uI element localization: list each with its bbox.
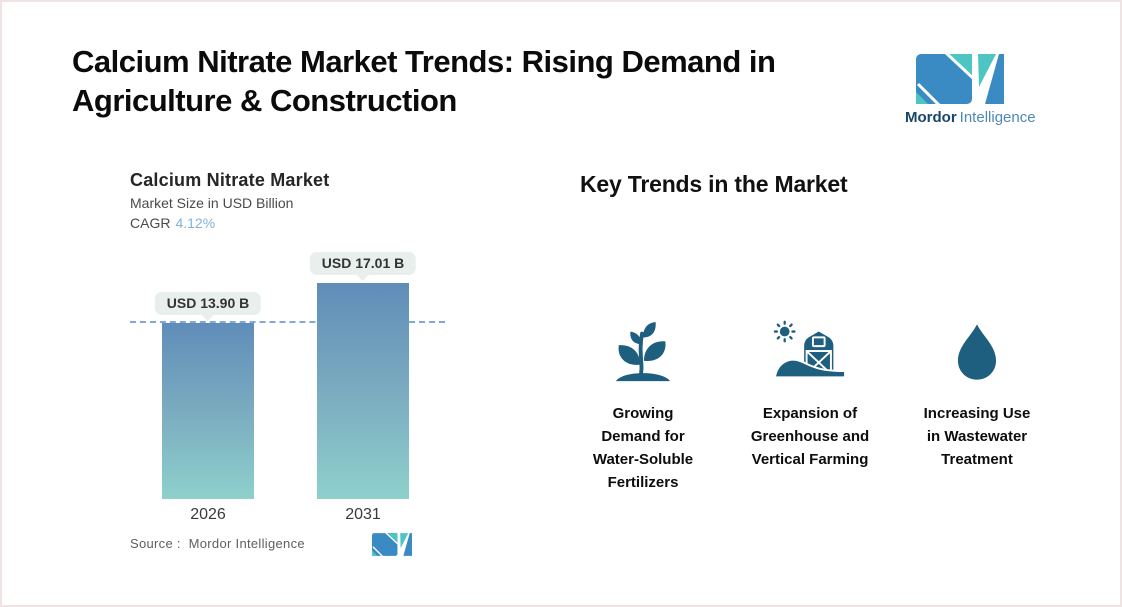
chart-title: Calcium Nitrate Market [130, 170, 330, 190]
chart-subtitle: Market Size in USD Billion [130, 195, 294, 211]
trend-icon-box [891, 314, 1063, 390]
barn-sun-icon [773, 320, 847, 379]
reference-line [130, 320, 445, 323]
x-axis-label: 2026 [190, 506, 226, 523]
chart-cagr: CAGR 4.12% [130, 215, 215, 231]
trends-heading: Key Trends in the Market [580, 171, 848, 197]
cagr-value: 4.12% [175, 215, 216, 231]
bar [317, 283, 409, 499]
trend-label: Growing Demand for Water-Soluble Fertili… [592, 405, 694, 491]
trend-icon-box [724, 314, 896, 390]
bar [162, 322, 254, 499]
trend-label: Expansion of Greenhouse and Vertical Far… [750, 405, 870, 468]
plant-sprout-icon [615, 321, 671, 382]
page-title: Calcium Nitrate Market Trends: Rising De… [72, 44, 776, 118]
trend-icon-box [557, 314, 729, 390]
trend-item: Expansion of Greenhouse and Vertical Far… [724, 314, 896, 471]
bar-value-pill: USD 13.90 B [154, 291, 262, 315]
trend-item: Increasing Use in Wastewater Treatment [891, 314, 1063, 471]
footer-mordor-logo-icon [372, 533, 412, 556]
trend-item: Growing Demand for Water-Soluble Fertili… [557, 314, 729, 494]
brand-name-light: Intelligence [959, 109, 1036, 126]
water-drop-icon [957, 324, 997, 380]
chart-area: USD 13.90 B 2026 USD 17.01 B 2031 [130, 252, 445, 523]
trend-label: Increasing Use in Wastewater Treatment [923, 405, 1031, 468]
x-axis-label: 2031 [345, 506, 381, 523]
brand-logo: Mordor Intelligence [905, 54, 1036, 126]
brand-name: Mordor Intelligence [905, 109, 1036, 126]
mordor-intelligence-logo-icon [916, 54, 1004, 104]
cagr-label: CAGR [130, 215, 171, 231]
bar-value-pill: USD 17.01 B [309, 252, 417, 275]
source-attribution: Source : Mordor Intelligence [130, 536, 305, 551]
brand-name-bold: Mordor [905, 109, 957, 126]
